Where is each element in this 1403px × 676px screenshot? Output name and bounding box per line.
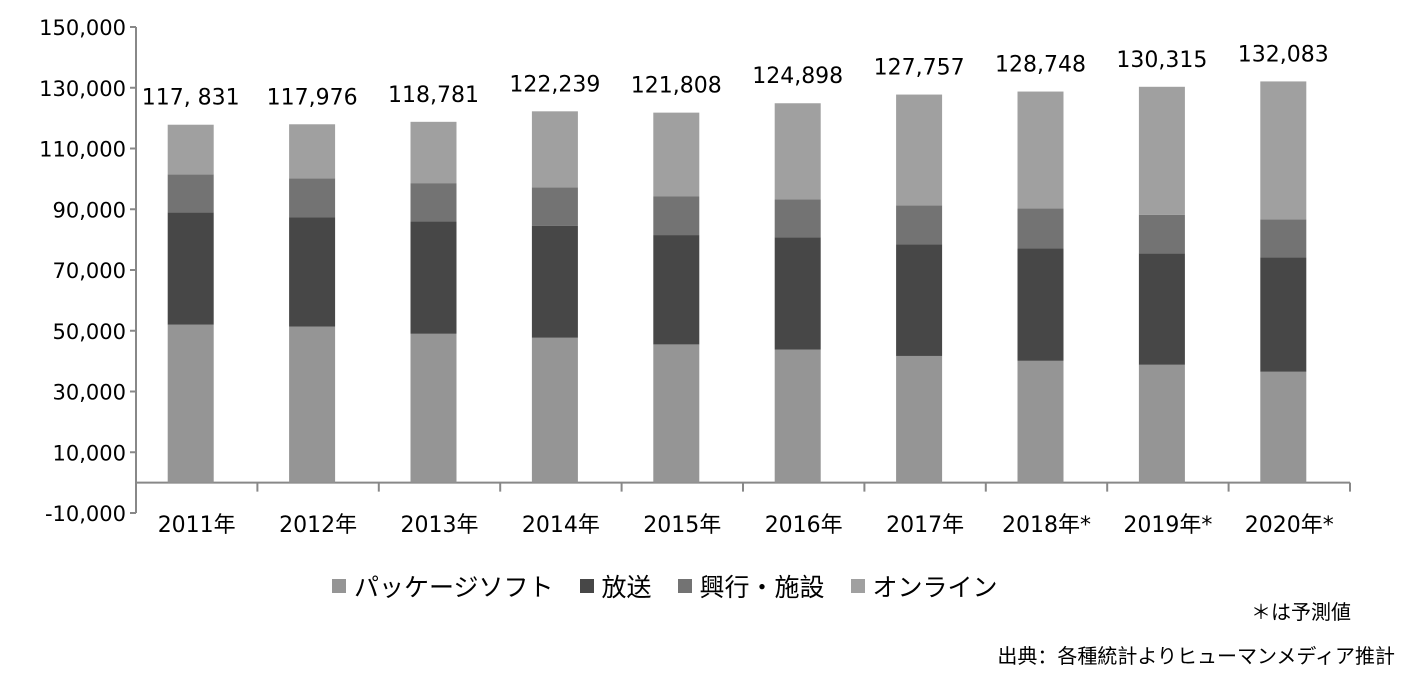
y-tick-label: 50,000 [53,320,126,344]
bar-segment [1017,91,1064,209]
bar-segment [410,183,457,222]
total-label: 130,315 [1116,48,1207,73]
bar-segment [896,205,943,245]
bar-segment [653,196,700,236]
total-label: 132,083 [1238,42,1329,67]
bar-segment [774,237,821,350]
bar-segment [531,337,578,483]
bar-segment [1260,219,1307,258]
total-label: 124,898 [752,64,843,89]
x-tick-label: 2013年 [401,513,479,538]
bar-segment [1138,364,1185,483]
bar-segment [896,355,943,483]
bar-segment [1138,86,1185,215]
bar-segment [410,121,457,184]
legend-item: 興行・施設 [677,568,825,604]
bar-segment [1260,257,1307,372]
x-tick-label: 2018年* [1002,513,1091,538]
total-label: 128,748 [995,53,1086,78]
y-tick-label: 30,000 [53,381,126,405]
legend-label: 放送 [601,573,652,602]
x-tick-label: 2016年 [765,513,843,538]
x-tick-label: 2012年 [279,513,357,538]
bar-segment [1017,248,1064,361]
bar-segment [289,178,336,218]
total-label: 117,976 [267,85,358,110]
total-label: 121,808 [631,74,722,99]
bar-segment [167,324,214,483]
bar-segment [289,217,336,327]
legend-label: パッケージソフト [354,573,554,602]
legend-label: 興行・施設 [699,573,825,602]
x-tick-label: 2019年* [1123,513,1212,538]
total-label: 127,757 [874,56,965,81]
total-label: 118,781 [388,83,479,108]
bar-segment [1260,81,1307,220]
legend: パッケージソフト 放送 興行・施設 オンライン [332,568,998,604]
bar-segment [167,174,214,213]
legend-swatch [850,579,865,593]
x-tick-label: 2011年 [158,513,236,538]
x-tick-label: 2015年 [643,513,721,538]
bar-segment [1260,371,1307,483]
legend-swatch [677,579,692,593]
legend-swatch [579,579,594,593]
total-label: 117, 831 [142,86,240,111]
legend-item: オンライン [850,568,998,604]
bar-segment [531,225,578,338]
bar-segment [774,349,821,483]
stacked-bar-chart: -10,000 10,000 30,000 50,000 70,000 90,000 110… [39,16,1351,538]
bar-segment [410,221,457,334]
y-tick-label: 110,000 [39,138,126,162]
y-tick-label: 90,000 [53,198,126,222]
bar-segment [653,112,700,197]
bar-segment [653,344,700,483]
bar-segment [167,124,214,175]
bar-segment [774,103,821,200]
total-label: 122,239 [509,72,600,97]
bar-segment [896,244,943,356]
bar-segment [289,124,336,179]
x-tick-label: 2020年* [1245,513,1334,538]
bar-segment [896,94,943,206]
bar-segment [167,212,214,325]
bar-segment [531,111,578,188]
forecast-note: ＊は予測値 [1251,600,1351,624]
bar-segment [1138,214,1185,254]
legend-label: オンライン [872,573,998,602]
source-note: 出典：各種統計よりヒューマンメディア推計 [997,644,1395,668]
bar-segment [1017,360,1064,483]
bar-segment [289,326,336,483]
y-tick-label: -10,000 [45,502,126,526]
y-tick-label: 150,000 [39,16,126,40]
bar-segment [410,333,457,483]
bar-segment [1017,208,1064,249]
legend-item: 放送 [579,568,652,604]
y-tick-label: 70,000 [53,259,126,283]
bar-segment [653,235,700,345]
x-tick-label: 2014年 [522,513,600,538]
y-tick-label: 10,000 [53,441,126,465]
x-tick-label: 2017年 [886,513,964,538]
legend-swatch [332,579,346,593]
bar-segment [531,187,578,226]
bar-segment [774,199,821,238]
y-tick-label: 130,000 [39,77,126,101]
legend-item: パッケージソフト [332,568,554,604]
bar-segment [1138,253,1185,365]
